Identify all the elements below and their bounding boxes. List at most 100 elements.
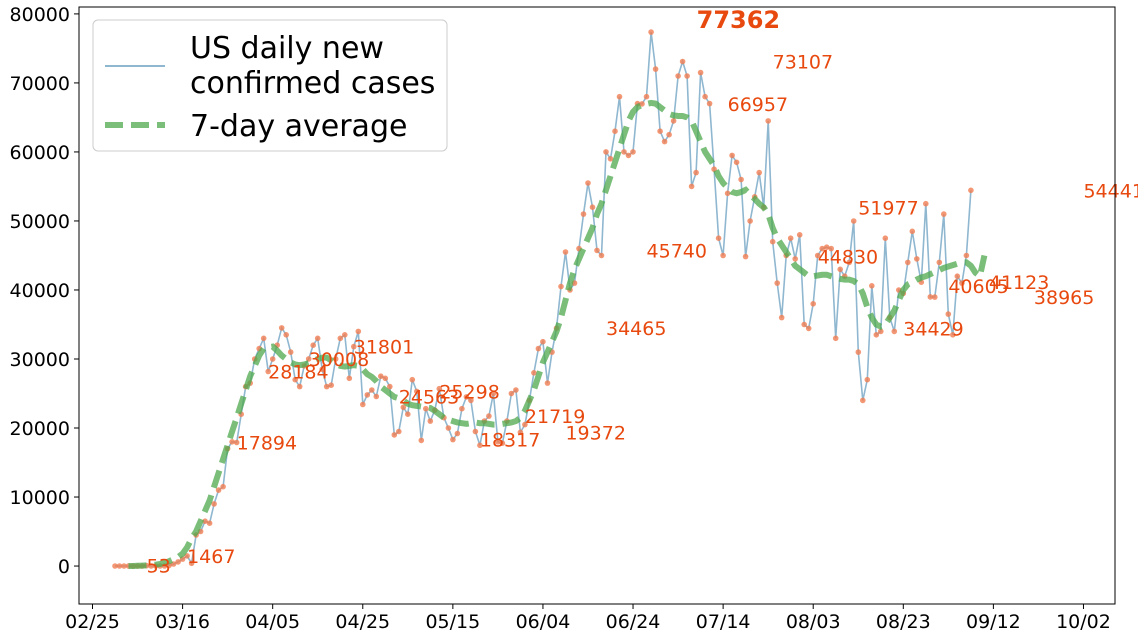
daily-case-point [598,252,605,259]
daily-case-point [260,335,267,342]
daily-case-point [733,159,740,166]
daily-case-point [796,232,803,238]
daily-case-point [769,238,776,245]
daily-case-point [387,383,393,390]
value-annotation: 44830 [818,247,878,269]
daily-case-point [229,439,235,445]
daily-case-point [283,332,290,338]
daily-case-point [607,156,614,162]
x-tick-label: 03/16 [155,611,210,633]
daily-case-point [382,375,389,382]
daily-case-point [747,218,753,224]
daily-case-point [562,249,569,255]
daily-case-point [666,131,672,138]
daily-case-point [360,401,366,408]
daily-case-point [445,425,452,431]
daily-case-point [355,328,362,335]
daily-case-point [621,149,627,155]
daily-case-point [765,118,771,124]
daily-case-point [963,252,970,259]
daily-case-point [950,332,956,338]
daily-case-point [175,559,181,565]
legend-average-label: 7-day average [190,109,407,144]
daily-case-point [342,332,348,338]
daily-case-point [855,349,862,355]
value-annotation: 25298 [439,381,499,403]
value-annotation: 38965 [1034,287,1094,309]
daily-case-point [517,429,524,436]
legend-daily-label-line1: US daily new [190,31,384,66]
daily-case-point [332,356,339,362]
daily-case-point [932,294,938,300]
y-tick-label: 30000 [10,349,70,371]
value-annotation: 34465 [606,318,666,340]
y-tick-label: 20000 [10,418,70,440]
daily-case-point [405,411,411,418]
daily-case-point [724,190,731,197]
y-tick-label: 50000 [10,211,70,233]
daily-case-point [369,387,375,393]
daily-case-point [832,335,839,342]
daily-case-point [544,380,551,386]
daily-case-point [648,29,654,35]
value-annotation: 34429 [903,318,963,340]
daily-case-point [828,245,834,252]
daily-case-point [364,392,371,398]
daily-case-point [860,397,866,404]
plot-frame [78,6,1116,605]
daily-case-point [188,560,195,567]
daily-case-point [639,101,645,107]
daily-case-point [594,247,600,254]
daily-case-point [652,66,659,72]
daily-case-point [296,383,303,390]
y-tick-label: 70000 [10,73,70,95]
daily-case-point [112,563,118,569]
daily-case-point [914,256,920,262]
daily-case-point [206,520,213,526]
daily-case-point [305,356,312,362]
daily-case-point [396,428,402,435]
daily-case-point [954,273,961,280]
daily-case-point [679,58,686,65]
daily-case-point [427,418,434,424]
daily-case-point [756,169,762,176]
daily-case-point [630,149,636,155]
daily-case-point [873,332,880,338]
daily-case-point [715,235,722,241]
x-tick-label: 08/23 [876,611,931,633]
daily-case-point [675,73,681,79]
daily-case-point [211,501,217,507]
peak-value-annotation: 77362 [697,6,781,34]
value-annotation: 19372 [565,422,625,444]
daily-case-point [729,152,735,159]
legend: US daily new confirmed cases 7-day avera… [92,19,448,152]
daily-case-point [882,235,889,241]
y-tick-label: 40000 [10,280,70,302]
daily-case-point [508,390,515,397]
daily-case-point [814,252,821,259]
daily-case-point [328,382,335,389]
daily-case-point [459,405,465,412]
value-annotation: 24563 [399,387,459,409]
daily-case-point [215,487,222,493]
daily-case-point [661,138,668,145]
daily-case-point [585,180,591,186]
daily-case-point [625,152,632,159]
daily-case-point [670,118,677,124]
value-annotation: 54441 [1083,180,1138,202]
x-tick-label: 08/03 [786,611,841,633]
value-annotation: 53 [147,556,171,578]
daily-case-point [688,183,695,190]
daily-case-point [269,356,276,362]
x-tick-label: 04/25 [335,611,390,633]
y-tick-label: 10000 [10,487,70,509]
daily-case-point [801,321,807,328]
daily-case-point [697,69,704,76]
daily-case-point [490,390,497,397]
daily-case-point [477,442,483,449]
value-annotation: 1467 [187,546,235,568]
daily-case-point [878,328,884,335]
daily-case-point [400,404,407,411]
